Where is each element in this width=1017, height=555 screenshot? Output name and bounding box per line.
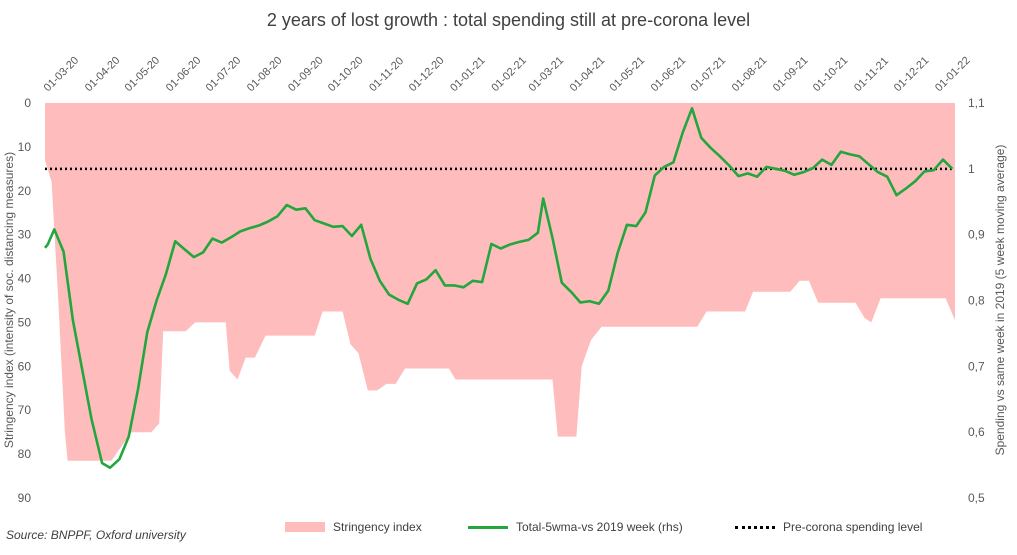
- x-tick-label: 01-06-20: [164, 54, 204, 94]
- x-tick-label: 01-01-22: [933, 54, 973, 94]
- y-left-tick-label: 50: [18, 315, 32, 329]
- y-left-tick-label: 0: [24, 96, 31, 110]
- chart-svg: 01-03-20 01-04-20 01-05-20 01-06-20 01-07-20…: [2, 54, 1007, 505]
- x-tick-label: 01-09-21: [771, 54, 811, 94]
- x-tick-label: 01-05-20: [123, 54, 163, 94]
- legend: Stringency index Total-5wma-vs 2019 week…: [0, 520, 1017, 540]
- legend-label-spending: Total-5wma-vs 2019 week (rhs): [516, 520, 683, 534]
- legend-item-reference: Pre-corona spending level: [735, 520, 922, 534]
- legend-swatch-area: [285, 522, 325, 532]
- x-tick-label: 01-11-20: [367, 55, 406, 94]
- y-right-tick-label: 1: [968, 162, 975, 176]
- y-axis-left-label: Stringency index (intensity of soc. dist…: [2, 152, 16, 448]
- spending-line: [43, 107, 954, 470]
- y-left-tick-label: 60: [18, 359, 32, 373]
- x-tick-label: 01-03-20: [42, 54, 82, 94]
- x-tick-label: 01-02-21: [489, 54, 529, 94]
- chart-title: 2 years of lost growth : total spending …: [266, 10, 751, 30]
- x-tick-label: 01-10-21: [811, 54, 851, 94]
- y-left-tick-label: 10: [18, 140, 32, 154]
- y-left-tick-label: 40: [18, 272, 32, 286]
- source-note: Source: BNPPF, Oxford university: [6, 528, 186, 542]
- y-left-tick-label: 30: [18, 228, 32, 242]
- x-tick-label: 01-09-20: [286, 54, 326, 94]
- legend-item-stringency: Stringency index: [285, 520, 422, 534]
- x-tick-label: 01-01-21: [448, 54, 488, 94]
- legend-swatch-line: [468, 525, 508, 529]
- x-tick-label: 01-05-21: [608, 54, 648, 94]
- legend-item-spending: Total-5wma-vs 2019 week (rhs): [468, 520, 683, 534]
- y-right-tick-label: 0,9: [968, 228, 985, 242]
- x-tick-label: 01-11-21: [852, 55, 891, 94]
- x-tick-label: 01-07-20: [204, 54, 244, 94]
- y-left-tick-label: 70: [18, 403, 32, 417]
- y-right-tick-label: 0,6: [968, 425, 985, 439]
- y-left-tick-label: 80: [18, 447, 32, 461]
- legend-label-stringency: Stringency index: [333, 520, 422, 534]
- y-right-tick-label: 0,5: [968, 491, 985, 505]
- y-right-tick-label: 0,8: [968, 294, 985, 308]
- y-axis-right-label: Spending vs same week in 2019 (5 week mo…: [993, 145, 1007, 456]
- x-tick-label: 01-03-21: [527, 54, 567, 94]
- y-right-tick-label: 0,7: [968, 359, 985, 373]
- x-tick-label: 01-07-21: [689, 54, 729, 94]
- y-left-tick-label: 20: [18, 184, 32, 198]
- legend-swatch-dotted: [735, 525, 775, 529]
- x-tick-label: 01-06-21: [649, 54, 689, 94]
- x-tick-label: 01-08-20: [245, 54, 285, 94]
- x-tick-label: 01-10-20: [326, 54, 366, 94]
- legend-label-reference: Pre-corona spending level: [783, 520, 923, 534]
- x-tick-label: 01-12-21: [892, 54, 932, 94]
- x-tick-label: 01-04-21: [568, 54, 608, 94]
- x-tick-label: 01-04-20: [83, 54, 123, 94]
- x-tick-label: 01-08-21: [730, 54, 770, 94]
- y-left-tick-label: 90: [18, 491, 32, 505]
- y-right-tick-label: 1,1: [968, 96, 985, 110]
- x-tick-label: 01-12-20: [407, 54, 447, 94]
- stringency-area: [45, 103, 955, 461]
